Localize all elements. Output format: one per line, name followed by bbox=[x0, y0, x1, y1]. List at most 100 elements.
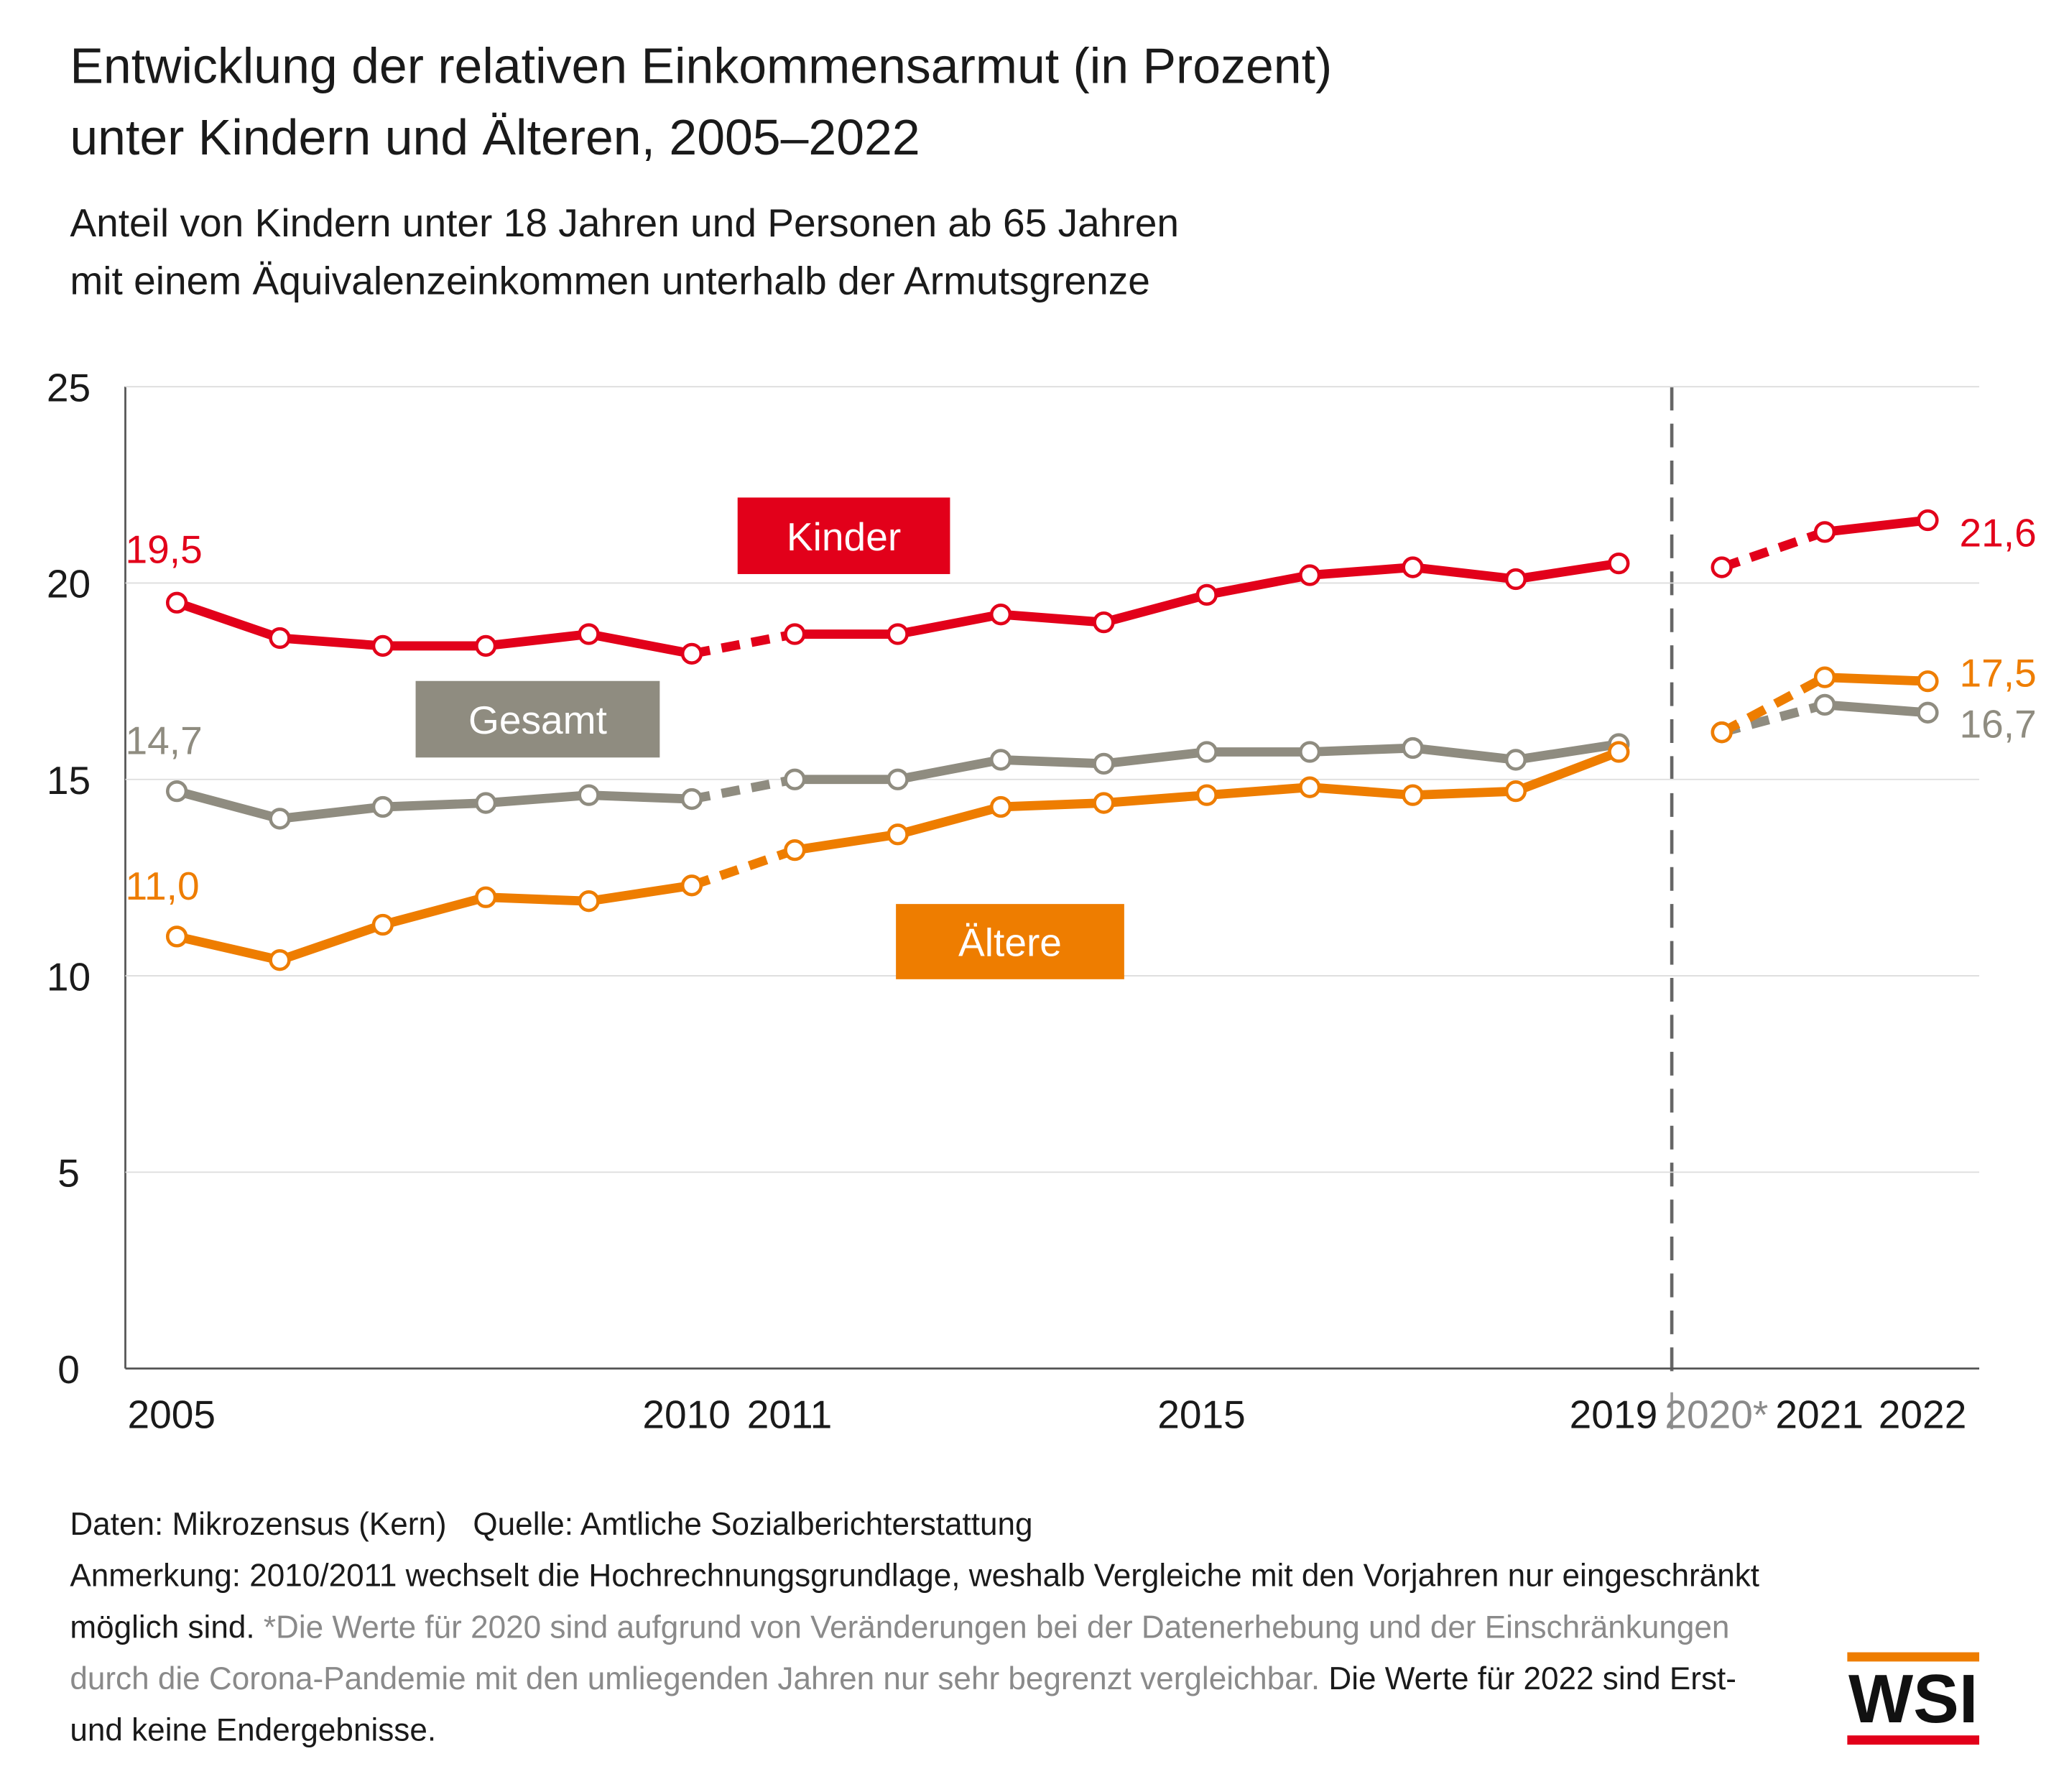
point bbox=[578, 623, 600, 645]
value-label: 19,5 bbox=[125, 527, 202, 572]
chart-title: unter Kindern und Älteren, 2005–2022 bbox=[70, 109, 920, 165]
line-segment bbox=[690, 775, 796, 804]
y-tick-label: 20 bbox=[47, 562, 91, 606]
point bbox=[269, 808, 291, 830]
point bbox=[475, 886, 497, 908]
point bbox=[1195, 583, 1218, 606]
y-tick-label: 10 bbox=[47, 954, 91, 999]
x-tick-label: 2021 bbox=[1775, 1392, 1864, 1436]
point bbox=[680, 788, 703, 810]
legend-box bbox=[896, 904, 1124, 979]
line-segment bbox=[1202, 571, 1315, 600]
chart-title: Entwicklung der relativen Einkommensarmu… bbox=[70, 38, 1332, 94]
point bbox=[371, 634, 394, 657]
x-tick-label: 2019 bbox=[1570, 1392, 1658, 1436]
line-segment bbox=[1099, 590, 1212, 627]
point bbox=[1299, 776, 1321, 798]
point bbox=[165, 925, 188, 948]
point bbox=[1711, 721, 1733, 744]
line-segment bbox=[1511, 739, 1624, 765]
point bbox=[887, 823, 909, 846]
point bbox=[1608, 741, 1630, 763]
line-segment bbox=[1305, 743, 1417, 757]
point bbox=[784, 623, 806, 645]
line-segment bbox=[893, 754, 1006, 785]
value-label: 17,5 bbox=[1959, 650, 2036, 695]
source: Daten: Mikrozensus (Kern) Quelle: Amtlic… bbox=[70, 1499, 1785, 1551]
point bbox=[989, 795, 1012, 818]
note-text: Anmerkung: 2010/2011 wechselt die Hochre… bbox=[70, 1558, 1760, 1646]
line-segment bbox=[1099, 790, 1212, 808]
x-tick-label: 2010 bbox=[642, 1392, 731, 1436]
line-segment bbox=[1511, 747, 1624, 796]
line-segment bbox=[1720, 527, 1827, 572]
point bbox=[887, 623, 909, 645]
value-label: 14,7 bbox=[125, 719, 202, 763]
y-tick-label: 25 bbox=[47, 365, 91, 410]
point bbox=[680, 642, 703, 665]
point bbox=[371, 913, 394, 936]
line-segment bbox=[996, 754, 1108, 769]
point bbox=[1402, 784, 1424, 806]
point bbox=[475, 792, 497, 814]
legend-label: Ältere bbox=[958, 920, 1062, 965]
line-segment bbox=[1408, 786, 1521, 800]
point bbox=[475, 634, 497, 657]
y-tick-label: 0 bbox=[57, 1347, 80, 1392]
y-tick-label: 5 bbox=[57, 1151, 80, 1196]
point bbox=[1917, 509, 1939, 532]
line-segment bbox=[481, 892, 594, 906]
subtitle: Anteil von Kindern unter 18 Jahren und P… bbox=[70, 200, 1179, 245]
point bbox=[1299, 741, 1321, 763]
line-segment bbox=[584, 880, 697, 906]
legend-box bbox=[415, 680, 660, 758]
x-tick-label: 2005 bbox=[127, 1392, 216, 1436]
line-segment bbox=[1099, 747, 1212, 769]
line-segment bbox=[275, 633, 388, 651]
line-segment bbox=[893, 802, 1006, 839]
line-segment bbox=[275, 802, 388, 823]
x-tick-label: 2015 bbox=[1157, 1392, 1246, 1436]
line-segment bbox=[172, 931, 284, 965]
y-tick-label: 15 bbox=[47, 758, 91, 803]
point bbox=[1093, 752, 1115, 775]
line-segment bbox=[584, 629, 697, 659]
point bbox=[989, 604, 1012, 626]
x-tick-label: 2022 bbox=[1879, 1392, 1967, 1436]
line-segment bbox=[1408, 563, 1521, 584]
point bbox=[784, 839, 806, 862]
x-tick-label: 2020* bbox=[1665, 1392, 1768, 1436]
note-text: Die Werte für 2022 sind Erst- und keine … bbox=[70, 1661, 1736, 1749]
line-segment bbox=[893, 609, 1006, 639]
line-segment bbox=[172, 598, 284, 643]
point bbox=[165, 780, 188, 803]
line-segment bbox=[1202, 782, 1315, 800]
point bbox=[578, 784, 600, 806]
point bbox=[1504, 568, 1527, 591]
point bbox=[578, 890, 600, 913]
line-segment bbox=[1820, 700, 1933, 718]
source-note: Quelle: Amtliche Sozialberichterstattung bbox=[473, 1507, 1033, 1543]
note: Anmerkung: 2010/2011 wechselt die Hochre… bbox=[70, 1551, 1772, 1757]
line-segment bbox=[481, 790, 594, 808]
point bbox=[1504, 780, 1527, 803]
line-segment bbox=[690, 846, 797, 890]
logo: WSI bbox=[1848, 1661, 1978, 1737]
line-segment bbox=[1820, 515, 1933, 537]
point bbox=[1195, 784, 1218, 806]
point bbox=[1813, 693, 1836, 716]
line-segment bbox=[1719, 673, 1828, 736]
point bbox=[784, 768, 806, 790]
point bbox=[1195, 741, 1218, 763]
x-tick-label: 2011 bbox=[747, 1392, 832, 1436]
value-label: 21,6 bbox=[1959, 511, 2036, 555]
point bbox=[887, 768, 909, 790]
line-segment bbox=[1305, 563, 1417, 580]
line-segment bbox=[996, 609, 1108, 627]
point bbox=[989, 749, 1012, 771]
point bbox=[1917, 701, 1939, 724]
logo-bar bbox=[1847, 1735, 1980, 1745]
data-note: Daten: Mikrozensus (Kern) bbox=[70, 1507, 447, 1543]
point bbox=[1299, 564, 1321, 586]
value-label: 16,7 bbox=[1959, 702, 2036, 747]
